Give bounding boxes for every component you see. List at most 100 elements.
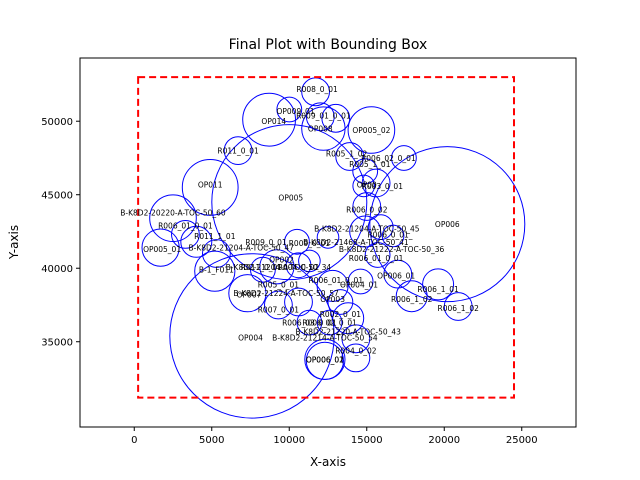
circle-marker	[347, 268, 374, 295]
y-axis-ticks: 35000 40000 45000 50000	[41, 117, 80, 349]
circle-marker	[347, 106, 396, 154]
annotation-label: R003_0_01	[362, 182, 404, 191]
annotation-label: R002_0_01	[320, 310, 362, 319]
circle-marker	[180, 225, 213, 258]
circle-marker	[259, 249, 295, 285]
circle-marker	[285, 252, 312, 279]
annotation-label: R006_02_0_01	[361, 154, 416, 163]
circle-marker	[395, 280, 428, 313]
annotation-label: R004_0_02	[278, 263, 320, 272]
circle-marker	[141, 228, 180, 267]
chart-title: Final Plot with Bounding Box	[229, 37, 428, 53]
circles-layer	[141, 77, 526, 419]
circle-marker	[335, 142, 365, 171]
annotation-label: OP003	[320, 295, 345, 304]
circle-marker	[194, 250, 236, 292]
circle-marker	[422, 268, 455, 301]
x-tick-label: 20000	[428, 435, 460, 446]
y-tick-label: 45000	[41, 191, 73, 202]
circle-marker	[298, 249, 321, 273]
y-tick-label: 40000	[41, 264, 73, 275]
circle-marker	[316, 309, 343, 336]
annotation-label: R011_1_01	[194, 232, 236, 241]
y-tick-label: 35000	[41, 338, 73, 349]
annotation-label: OP002	[269, 255, 294, 264]
y-tick-label: 50000	[41, 117, 73, 128]
circle-marker	[305, 102, 335, 132]
bounding-box	[137, 76, 515, 399]
annotation-label: OP014	[261, 117, 286, 126]
circle-marker	[316, 226, 340, 249]
circle-marker	[361, 168, 391, 198]
circle-marker	[305, 341, 344, 380]
circle-marker	[321, 103, 351, 133]
circle-marker	[383, 259, 413, 289]
annotation-label: R008_0_01	[296, 85, 338, 94]
annotation-label: B-K8D2-21220-A-TOC-50_43	[295, 327, 401, 336]
annotation-label: B-1_F011	[199, 266, 234, 275]
annotation-label: R005_1_02	[326, 150, 368, 159]
annotation-label: R011_0_01	[241, 263, 283, 272]
annotation-label: R006_1_02	[391, 295, 433, 304]
circle-marker	[443, 292, 473, 321]
circle-marker	[228, 274, 267, 313]
circle-marker	[349, 215, 382, 248]
plot-frame	[79, 57, 577, 428]
annotation-label: R011_0_01	[217, 147, 259, 156]
annotation-label: OP006	[435, 220, 460, 229]
annotation-label: B-K8D2-21204-A-TOC-50_47	[188, 244, 294, 253]
circle-marker	[352, 174, 376, 198]
annotation-label: OP011	[198, 180, 223, 189]
annotation-label: R004_0_02	[335, 347, 377, 356]
annotation-label: R009_0_01	[245, 238, 287, 247]
annotation-label: R005_1_01	[349, 160, 391, 169]
annotation-label: B-K8D2-21468-A-TOC-50_41	[303, 238, 409, 247]
annotation-label: R006_01_0_01	[308, 276, 363, 285]
annotation-label: OP004_01	[340, 280, 378, 289]
x-tick-label: 15000	[351, 435, 383, 446]
annotation-label: R006_0_01_	[367, 230, 412, 239]
annotation-label: B-K8D2-21222-A-TOC-50_36	[339, 245, 445, 254]
circle-marker	[202, 239, 231, 268]
circle-marker	[171, 220, 200, 249]
x-axis-label: X-axis	[310, 455, 346, 469]
circle-marker	[352, 192, 382, 221]
x-tick-label: 0	[131, 435, 137, 446]
annotation-label: OP005	[278, 194, 303, 203]
annotation-label: OP006_01	[377, 272, 415, 281]
annotation-label: OP00	[357, 180, 377, 189]
y-axis-label: Y-axis	[7, 225, 21, 260]
circle-marker	[284, 228, 310, 255]
circle-marker	[381, 224, 405, 248]
annotation-label: R006_03_0_01	[282, 319, 337, 328]
circle-marker	[341, 343, 371, 373]
circle-marker	[367, 214, 394, 241]
circle-marker	[181, 159, 239, 216]
x-tick-label: 5000	[199, 435, 224, 446]
annotation-label: R006_1_01	[417, 285, 459, 294]
annotation-label: R006_1_02	[438, 304, 480, 313]
x-axis-ticks: 0 5000 10000 15000 20000 25000	[131, 427, 538, 446]
circle-marker	[332, 302, 365, 335]
circle-marker	[364, 242, 391, 268]
circle-marker	[316, 269, 349, 302]
annotation-label: B-K8D2-20220-A-TOC-50_60	[120, 208, 226, 217]
circle-marker	[169, 253, 335, 419]
annotation-label: OP006_01	[306, 355, 344, 364]
annotation-label: OP005_02	[352, 126, 390, 135]
annotation-label: R005_0_01	[258, 280, 300, 289]
annotation-label: R006_02_0_01	[302, 319, 357, 328]
circle-marker	[369, 146, 526, 303]
annotation-label: B-K8D2-21204-A-TOC-50_34	[226, 263, 332, 272]
annotation-label: OP004	[238, 333, 263, 342]
annotation-label: OP009_01	[276, 107, 314, 116]
annotation-label: R006_01_0_01	[158, 222, 213, 231]
circle-marker	[341, 324, 371, 354]
annotation-label: OP005_01	[143, 245, 181, 254]
circle-marker	[327, 289, 354, 315]
annotation-label: R006_01_0_01	[349, 254, 404, 263]
